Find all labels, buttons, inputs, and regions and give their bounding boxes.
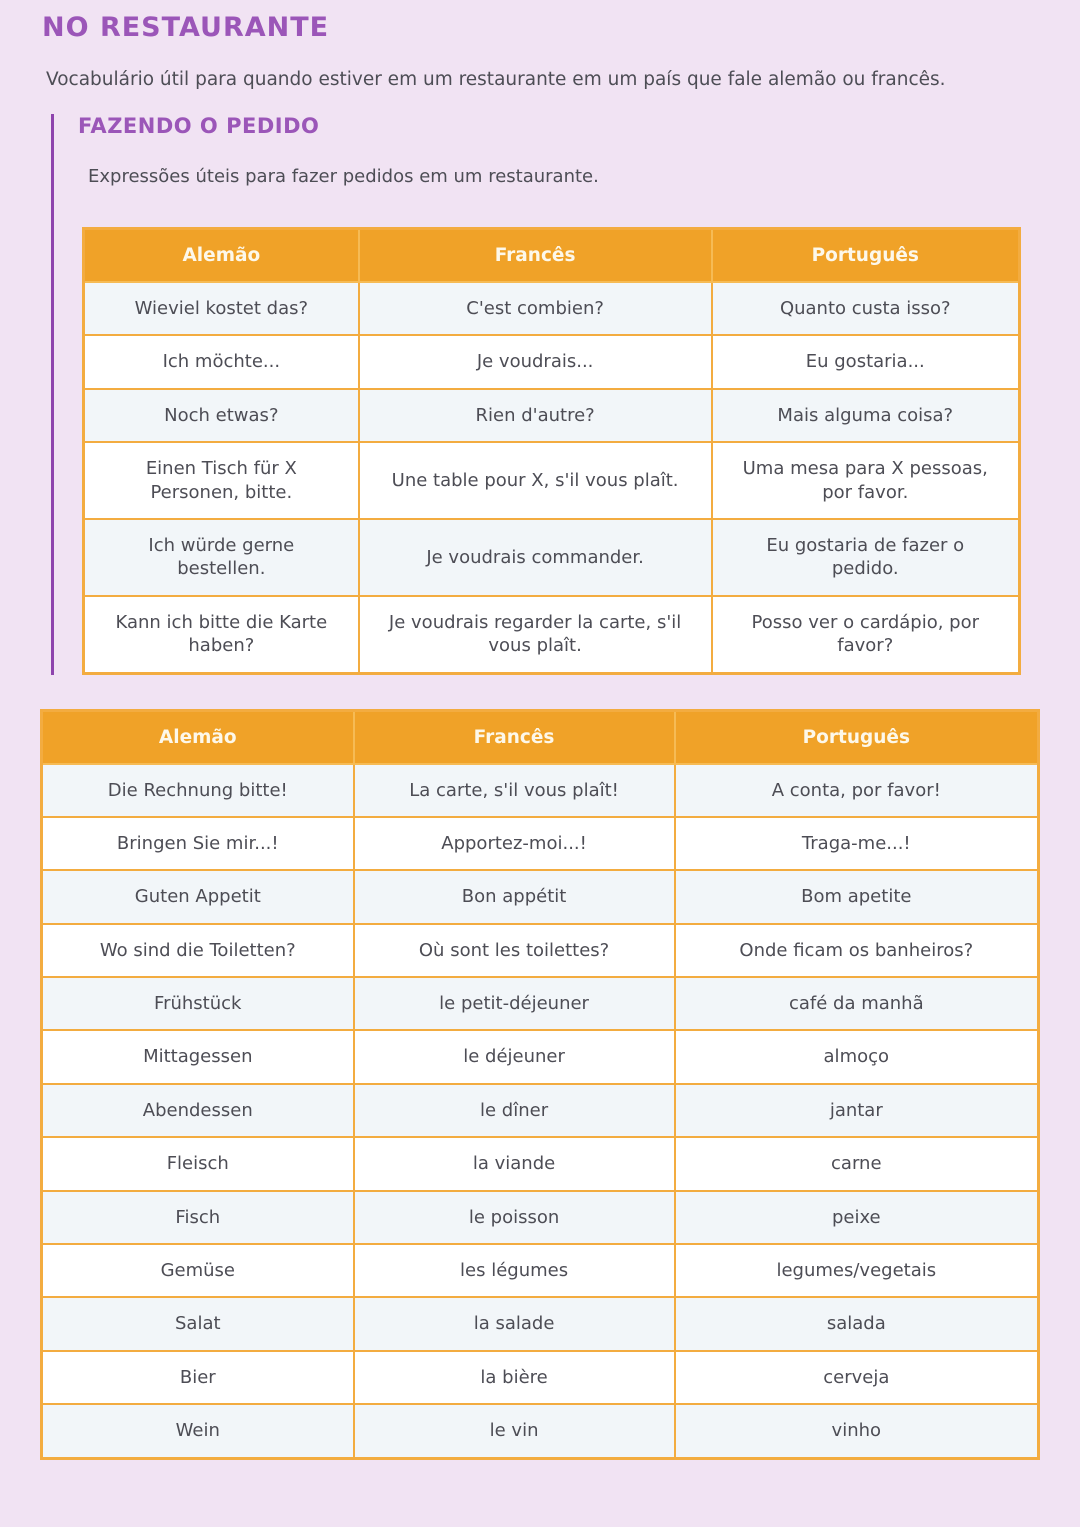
table-cell: cerveja: [673, 1349, 1040, 1406]
table-cell: Guten Appetit: [40, 869, 355, 925]
table-cell: Mais alguma coisa?: [710, 387, 1021, 444]
table-cell: Rien d'autre?: [357, 387, 713, 444]
column-header: Francês: [357, 227, 713, 283]
document-page: NO RESTAURANTE Vocabulário útil para qua…: [40, 12, 1040, 1460]
table-row: Wein le vin vinho: [40, 1403, 1040, 1460]
column-header: Português: [710, 227, 1021, 283]
table-row: Abendessen le dîner jantar: [40, 1082, 1040, 1139]
restaurant-vocabulary-table: Alemão Francês Português Die Rechnung bitt…: [40, 708, 1040, 1460]
table-cell: Une table pour X, s'il vous plaît.: [357, 441, 713, 520]
table-cell: le déjeuner: [352, 1029, 676, 1085]
table-cell: la bière: [352, 1349, 676, 1406]
table-cell: C'est combien?: [357, 280, 713, 337]
header-row: Alemão Francês Português: [82, 227, 1021, 283]
table-cell: Apportez-moi...!: [352, 815, 676, 872]
page-subtitle: Vocabulário útil para quando estiver em …: [46, 69, 946, 90]
table-cell: Wieviel kostet das?: [82, 280, 360, 337]
section-fazendo-o-pedido: FAZENDO O PEDIDO Expressões úteis para f…: [51, 114, 1040, 675]
table-cell: le petit-déjeuner: [352, 976, 676, 1032]
table-row: Wo sind die Toiletten? Où sont les toilet…: [40, 922, 1040, 979]
table-cell: Posso ver o cardápio, por favor?: [710, 594, 1021, 675]
header-row: Alemão Francês Português: [40, 709, 1040, 765]
table-cell: Noch etwas?: [82, 387, 360, 444]
table-row: Wieviel kostet das? C'est combien? Quanto …: [82, 280, 1021, 337]
table-row: Die Rechnung bitte! La carte, s'il vous p…: [40, 762, 1040, 818]
table-row: Mittagessen le déjeuner almoço: [40, 1029, 1040, 1085]
table-cell: Onde ficam os banheiros?: [673, 922, 1040, 979]
table-header: Alemão Francês Português: [40, 709, 1040, 765]
section-subtitle: Expressões úteis para fazer pedidos em u…: [88, 166, 599, 187]
table-cell: le dîner: [352, 1082, 676, 1139]
column-header: Francês: [352, 709, 676, 765]
column-header: Alemão: [82, 227, 360, 283]
column-header: Alemão: [40, 709, 355, 765]
table-cell: Bon appétit: [352, 869, 676, 925]
table-cell: Où sont les toilettes?: [352, 922, 676, 979]
table-cell: almoço: [673, 1029, 1040, 1085]
table-cell: Fisch: [40, 1189, 355, 1246]
table-row: Ich würde gerne bestellen. Je voudrais co…: [82, 517, 1021, 597]
table-header: Alemão Francês Português: [82, 227, 1021, 283]
table-cell: Wein: [40, 1403, 355, 1460]
table-cell: Traga-me...!: [673, 815, 1040, 872]
table-cell: la viande: [352, 1136, 676, 1192]
table-body: Die Rechnung bitte! La carte, s'il vous p…: [40, 762, 1040, 1460]
table-cell: Je voudrais regarder la carte, s'il vous…: [357, 594, 713, 675]
table-row: Guten Appetit Bon appétit Bom apetite: [40, 869, 1040, 925]
table-cell: Je voudrais commander.: [357, 517, 713, 597]
table-cell: Mittagessen: [40, 1029, 355, 1085]
column-header: Português: [673, 709, 1040, 765]
table-row: Noch etwas? Rien d'autre? Mais alguma cois…: [82, 387, 1021, 444]
page-title: NO RESTAURANTE: [42, 12, 330, 43]
section-title: FAZENDO O PEDIDO: [78, 114, 320, 138]
table-cell: Wo sind die Toiletten?: [40, 922, 355, 979]
table-cell: Einen Tisch für X Personen, bitte.: [82, 441, 360, 520]
table-cell: Salat: [40, 1296, 355, 1352]
table-cell: la salade: [352, 1296, 676, 1352]
table-row: Einen Tisch für X Personen, bitte. Une ta…: [82, 441, 1021, 520]
table-row: Fleisch la viande carne: [40, 1136, 1040, 1192]
table-cell: Eu gostaria...: [710, 334, 1021, 390]
table-cell: Ich würde gerne bestellen.: [82, 517, 360, 597]
table-cell: Bom apetite: [673, 869, 1040, 925]
table-cell: café da manhã: [673, 976, 1040, 1032]
table-cell: carne: [673, 1136, 1040, 1192]
ordering-phrases-table: Alemão Francês Português Wieviel kostet da…: [82, 227, 1021, 675]
table-cell: Fleisch: [40, 1136, 355, 1192]
table-row: Bier la bière cerveja: [40, 1349, 1040, 1406]
table-row: Gemüse les légumes legumes/vegetais: [40, 1243, 1040, 1299]
table-cell: legumes/vegetais: [673, 1243, 1040, 1299]
table-cell: vinho: [673, 1403, 1040, 1460]
table-cell: Gemüse: [40, 1243, 355, 1299]
table-cell: A conta, por favor!: [673, 762, 1040, 818]
table-cell: Abendessen: [40, 1082, 355, 1139]
table-body: Wieviel kostet das? C'est combien? Quanto …: [82, 280, 1021, 675]
table-row: Frühstück le petit-déjeuner café da manhã: [40, 976, 1040, 1032]
table-row: Kann ich bitte die Karte haben? Je voudra…: [82, 594, 1021, 675]
table-cell: Quanto custa isso?: [710, 280, 1021, 337]
table-cell: Bringen Sie mir...!: [40, 815, 355, 872]
table-cell: La carte, s'il vous plaît!: [352, 762, 676, 818]
table-cell: Uma mesa para X pessoas, por favor.: [710, 441, 1021, 520]
table-row: Ich möchte... Je voudrais... Eu gostaria..…: [82, 334, 1021, 390]
table-cell: Je voudrais...: [357, 334, 713, 390]
table-cell: Kann ich bitte die Karte haben?: [82, 594, 360, 675]
table-cell: Eu gostaria de fazer o pedido.: [710, 517, 1021, 597]
table-row: Salat la salade salada: [40, 1296, 1040, 1352]
table-cell: le poisson: [352, 1189, 676, 1246]
table-cell: le vin: [352, 1403, 676, 1460]
table-cell: Die Rechnung bitte!: [40, 762, 355, 818]
table-cell: Bier: [40, 1349, 355, 1406]
table-cell: peixe: [673, 1189, 1040, 1246]
table-cell: salada: [673, 1296, 1040, 1352]
table-cell: jantar: [673, 1082, 1040, 1139]
table-cell: Frühstück: [40, 976, 355, 1032]
table-row: Bringen Sie mir...! Apportez-moi...! Traga…: [40, 815, 1040, 872]
table-cell: Ich möchte...: [82, 334, 360, 390]
table-cell: les légumes: [352, 1243, 676, 1299]
table-row: Fisch le poisson peixe: [40, 1189, 1040, 1246]
